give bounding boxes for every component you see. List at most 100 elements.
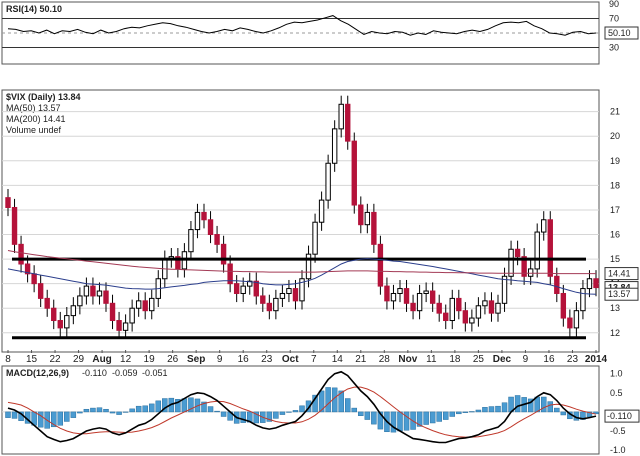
candle-body — [541, 219, 547, 233]
macd-histogram-bar — [292, 410, 299, 413]
macd-histogram-bar — [397, 411, 403, 432]
candle-body — [233, 283, 240, 294]
x-tick-label: 28 — [379, 354, 391, 365]
price-legend-ma50: MA(50) 13.57 — [6, 103, 61, 113]
candle-body — [286, 288, 292, 294]
rsi-series-line — [7, 15, 597, 36]
macd-histogram-bar — [299, 405, 305, 413]
x-tick-label: 16 — [238, 354, 250, 365]
candle-body — [449, 297, 455, 322]
macd-legend-prefix: MACD(12,26,9) — [6, 368, 69, 378]
x-tick-label: Oct — [282, 354, 299, 365]
price-tick-label: 15 — [610, 254, 620, 264]
x-tick-label: 9 — [217, 354, 223, 365]
macd-histogram-bar — [11, 411, 18, 419]
macd-histogram-bar — [475, 409, 482, 413]
x-tick-label: 21 — [355, 354, 367, 365]
macd-histogram-bar — [442, 411, 449, 420]
candle-body — [338, 103, 344, 130]
candle-body — [554, 275, 560, 294]
candle-body — [593, 278, 599, 289]
macd-histogram-bar — [129, 408, 135, 413]
macd-panel: MACD(12,26,9) -0.110 -0.059 -0.051 1.0 0.… — [1, 365, 640, 455]
macd-histogram-bar — [358, 411, 364, 416]
macd-histogram-bar — [175, 399, 181, 413]
macd-histogram-bar — [103, 408, 109, 413]
macd-histogram-bar — [416, 411, 423, 427]
candle-body — [429, 290, 436, 304]
macd-histogram-bar — [540, 396, 547, 413]
candle-body — [534, 231, 540, 270]
macd-histogram-bar — [560, 411, 567, 416]
candle-body — [260, 295, 266, 304]
macd-histogram-bar — [220, 411, 227, 417]
rsi-tick-label: 90 — [609, 0, 619, 9]
price-tick-label: 19 — [610, 156, 620, 166]
macd-value-tag: -0.110 — [607, 411, 632, 421]
candle-body — [325, 162, 331, 201]
macd-histogram-bar — [527, 398, 534, 413]
macd-histogram-bar — [377, 411, 384, 430]
candle-body — [443, 312, 449, 322]
x-tick-label: 15 — [26, 354, 38, 365]
candle-body — [142, 300, 148, 312]
macd-histogram-bar — [96, 407, 103, 413]
macd-histogram-bar — [50, 411, 57, 428]
macd-histogram-bar — [142, 405, 148, 413]
macd-histogram-bar — [371, 411, 377, 425]
candle-body — [567, 317, 573, 329]
macd-line — [7, 370, 597, 444]
macd-histogram-bar — [488, 406, 495, 413]
macd-histogram-bar — [449, 411, 456, 417]
rsi-value-tag: 50.10 — [608, 28, 631, 38]
macd-histogram-bar — [273, 411, 279, 419]
macd-histogram-bar — [338, 390, 344, 413]
price-tag-label: 13.57 — [608, 289, 631, 299]
candle-body — [436, 302, 442, 314]
macd-histogram-bar — [547, 401, 554, 413]
macd-histogram-bar — [364, 411, 371, 420]
macd-histogram-bar — [155, 400, 162, 413]
candle-body — [299, 278, 305, 302]
x-tick-label: 12 — [120, 354, 132, 365]
candle-body — [527, 268, 534, 277]
x-tick-label: Sep — [187, 354, 205, 365]
candle-body — [18, 243, 24, 265]
price-tick-label: 13 — [610, 303, 620, 313]
macd-histogram-bar — [286, 411, 292, 413]
candle-body — [305, 253, 312, 280]
candle-body — [482, 300, 488, 307]
candle-body — [560, 292, 567, 319]
ma200-line — [7, 250, 596, 275]
candle-body — [371, 211, 377, 245]
candle-body — [90, 285, 96, 297]
macd-histogram-bar — [201, 401, 207, 413]
candle-body — [312, 221, 318, 255]
candle-body — [508, 248, 514, 277]
macd-histogram-bar — [64, 411, 70, 422]
macd-frame — [1, 365, 600, 455]
macd-histogram-bar — [253, 411, 260, 424]
price-legend-ma200: MA(200) 14.41 — [6, 114, 66, 124]
macd-histogram-bar — [77, 411, 83, 414]
candle-body — [384, 285, 390, 302]
candle-body — [240, 285, 246, 294]
candle-body — [292, 288, 299, 302]
candle-body — [580, 288, 586, 312]
candle-body — [11, 206, 18, 245]
candle-body — [214, 234, 220, 245]
macd-histogram-bar — [462, 411, 469, 413]
price-panel: $VIX (Daily) 13.84 MA(50) 13.57 MA(200) … — [1, 89, 639, 365]
candle-body — [573, 310, 580, 329]
rsi-tick-label: 30 — [609, 43, 619, 53]
x-tick-label: 19 — [144, 354, 156, 365]
macd-histogram-bar — [214, 410, 220, 413]
macd-legend-signal: -0.059 — [112, 368, 138, 378]
macd-legend-hist: -0.051 — [142, 368, 168, 378]
x-tick-label: Aug — [92, 354, 111, 365]
candle-body — [149, 297, 155, 312]
candle-body — [57, 320, 63, 329]
x-tick-label: 2014 — [585, 354, 608, 365]
candle-body — [279, 292, 286, 299]
candle-body — [521, 256, 527, 277]
